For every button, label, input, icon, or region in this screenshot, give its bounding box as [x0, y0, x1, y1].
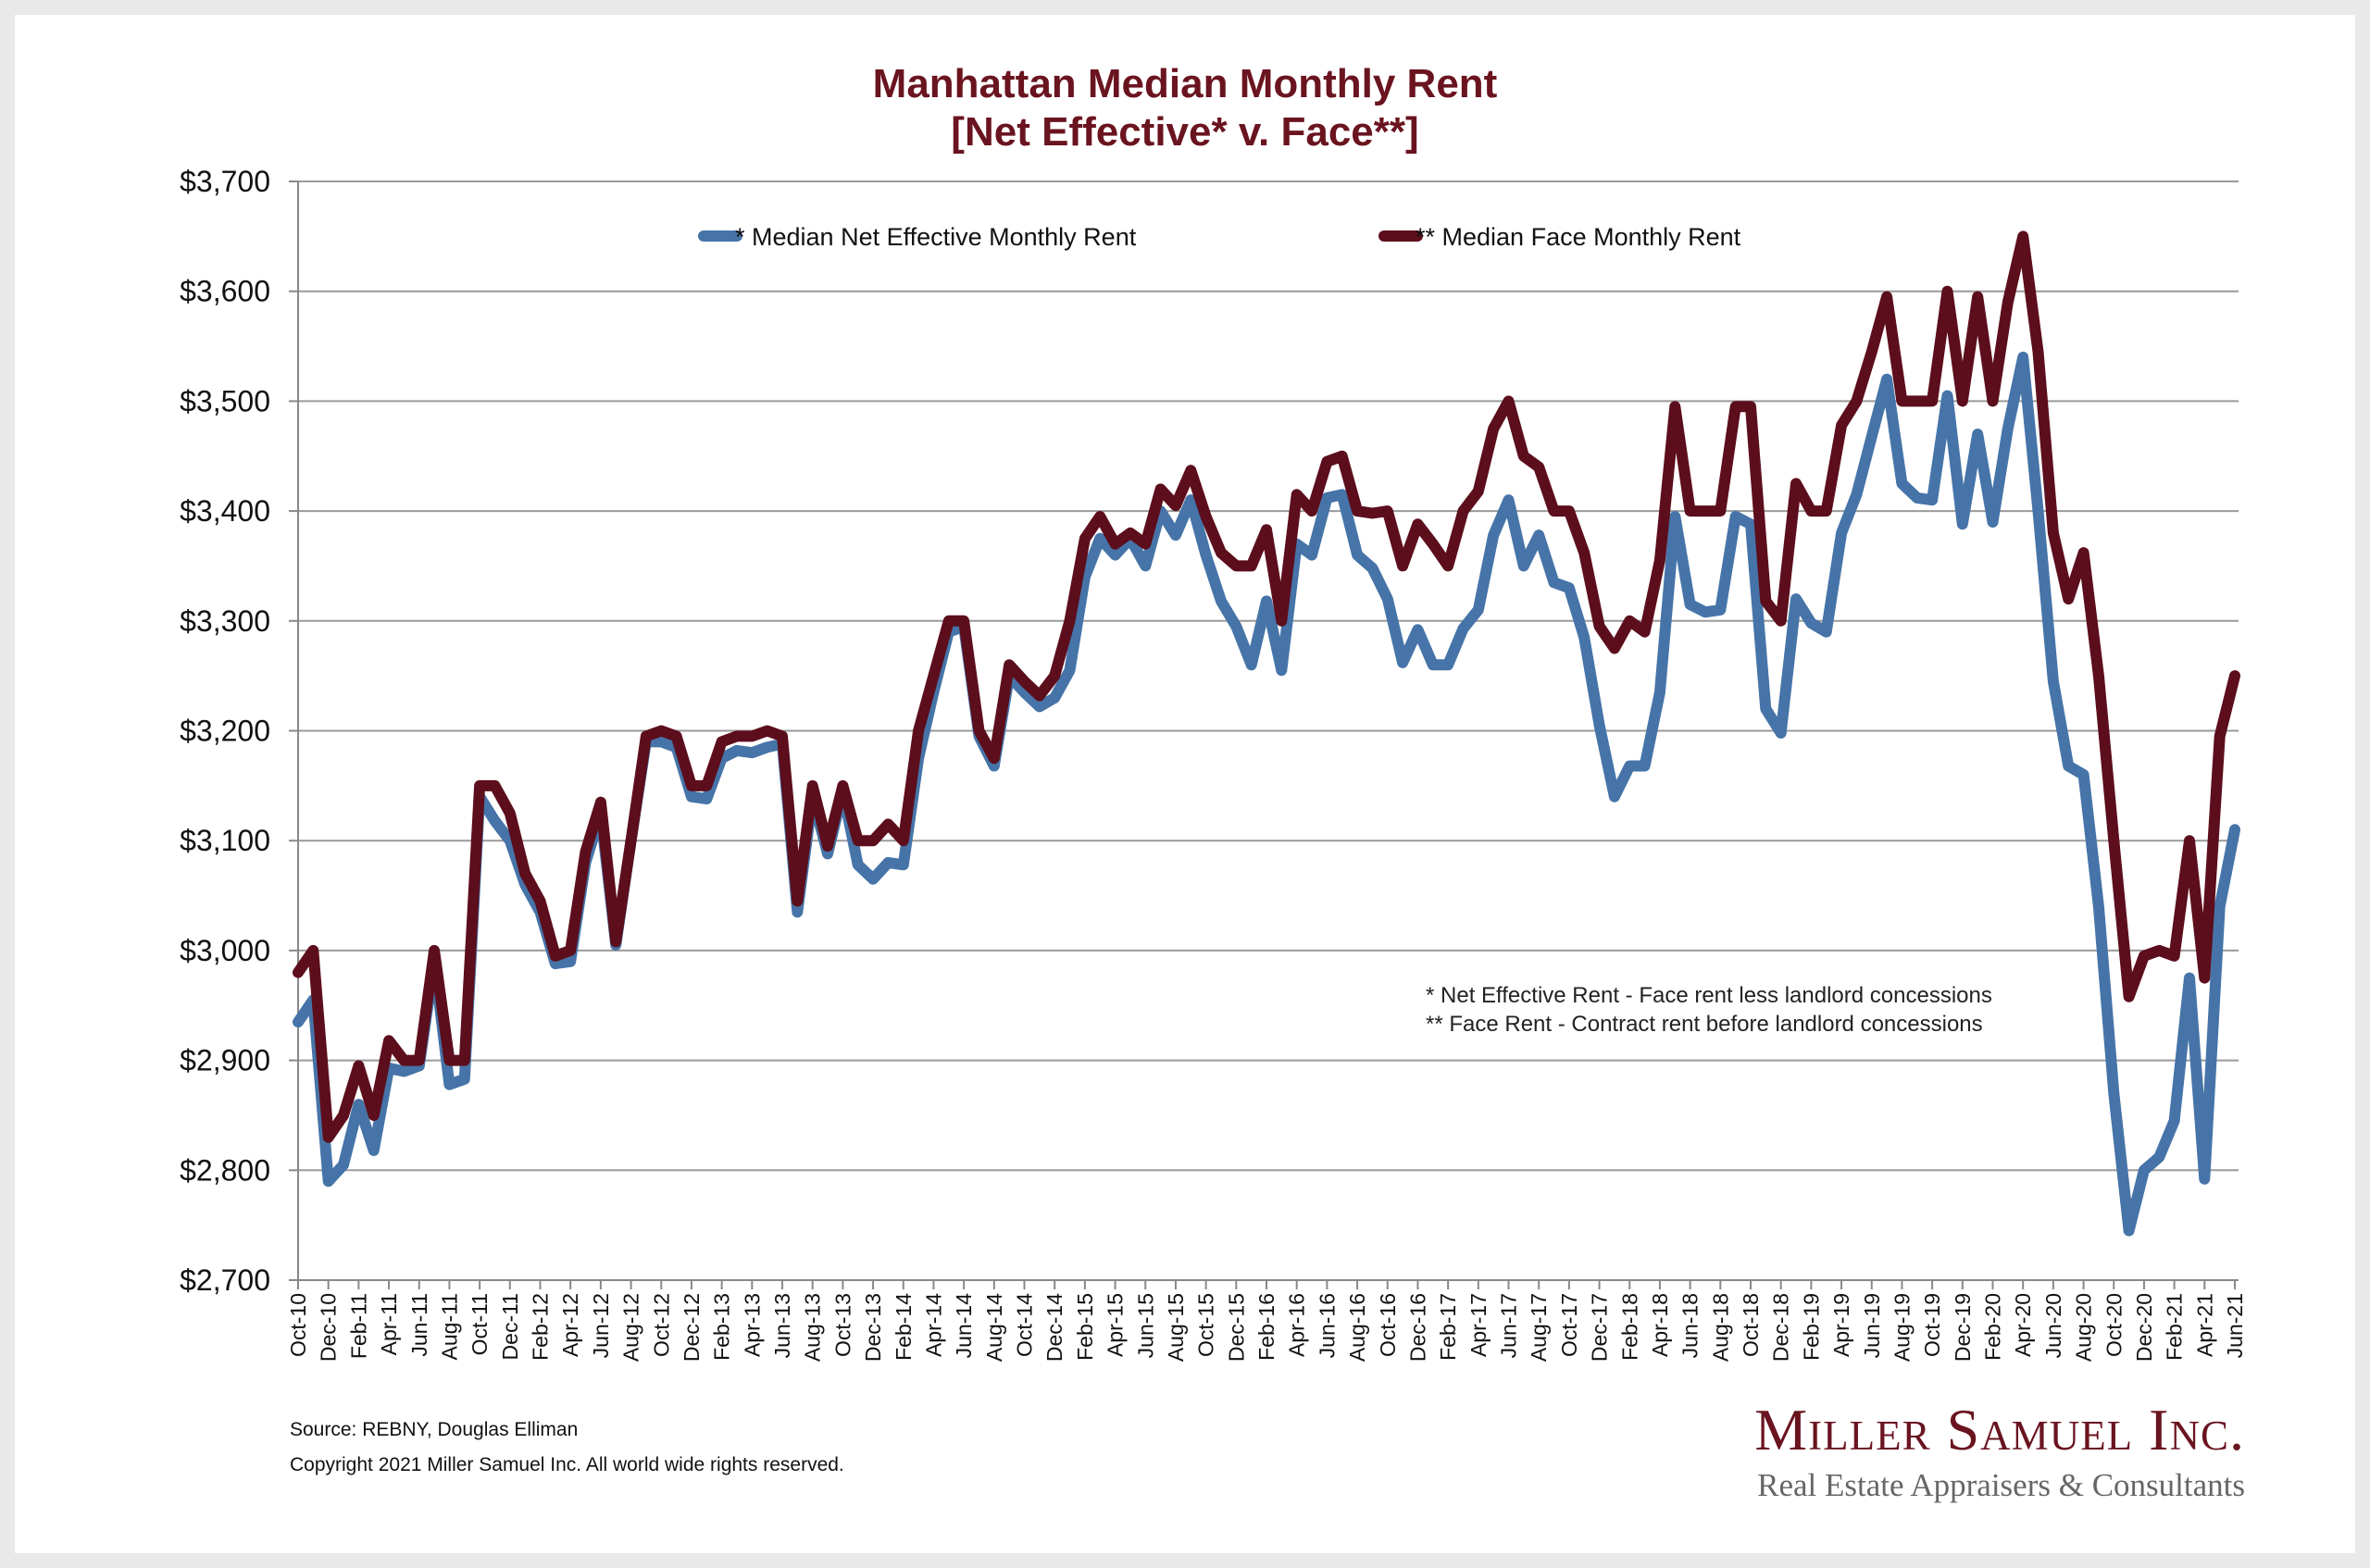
x-tick-label: Oct-14	[1013, 1293, 1037, 1357]
x-tick-label: Jun-19	[1860, 1293, 1884, 1358]
x-tick-label: Dec-11	[498, 1293, 522, 1360]
legend-label: * Median Net Effective Monthly Rent	[735, 223, 1137, 251]
x-tick-label: Oct-20	[2102, 1293, 2126, 1357]
x-tick-label: Apr-14	[921, 1293, 945, 1357]
x-tick-label: Dec-19	[1951, 1293, 1975, 1362]
x-tick-label: Jun-11	[407, 1293, 431, 1357]
x-tick-label: Apr-21	[2192, 1293, 2216, 1357]
x-tick-label: Jun-12	[589, 1293, 613, 1358]
x-tick-label: Feb-11	[346, 1293, 370, 1359]
x-tick-label: Aug-15	[1164, 1293, 1188, 1362]
x-tick-label: Dec-18	[1769, 1293, 1793, 1362]
x-tick-label: Jun-18	[1678, 1293, 1703, 1358]
x-tick-label: Aug-12	[619, 1293, 643, 1362]
company-logo-tagline: Real Estate Appraisers & Consultants	[1757, 1467, 2245, 1503]
y-tick-label: $3,000	[180, 934, 270, 967]
x-tick-label: Dec-13	[861, 1293, 885, 1362]
x-tick-label: Apr-11	[377, 1293, 401, 1355]
x-tick-label: Feb-19	[1799, 1293, 1823, 1361]
x-tick-label: Jun-13	[770, 1293, 794, 1358]
legend-label: ** Median Face Monthly Rent	[1416, 223, 1741, 251]
x-tick-label: Feb-14	[892, 1293, 916, 1361]
x-tick-label: Oct-18	[1739, 1293, 1763, 1357]
x-tick-label: Dec-12	[680, 1293, 704, 1362]
x-tick-label: Feb-20	[1981, 1293, 2005, 1361]
x-tick-label: Aug-19	[1890, 1293, 1914, 1362]
x-tick-label: Aug-20	[2072, 1293, 2096, 1362]
y-tick-label: $3,700	[180, 165, 270, 198]
x-tick-label: Apr-12	[558, 1293, 582, 1357]
y-tick-label: $3,400	[180, 494, 270, 528]
y-tick-label: $3,600	[180, 275, 270, 308]
x-tick-label: Apr-19	[1829, 1293, 1853, 1357]
x-tick-label: Oct-16	[1376, 1293, 1400, 1357]
y-tick-label: $3,300	[180, 604, 270, 638]
chart-title: Manhattan Median Monthly Rent	[872, 61, 1498, 106]
x-tick-label: Dec-17	[1588, 1293, 1612, 1362]
x-tick-label: Dec-16	[1405, 1293, 1429, 1362]
x-tick-label: Apr-15	[1104, 1293, 1128, 1357]
x-tick-label: Feb-18	[1617, 1293, 1641, 1361]
x-tick-label: Dec-15	[1224, 1293, 1248, 1362]
x-tick-label: Oct-10	[286, 1293, 310, 1357]
source-note: Source: REBNY, Douglas Elliman	[290, 1419, 579, 1440]
x-tick-label: Jun-17	[1497, 1293, 1521, 1358]
x-tick-label: Jun-15	[1133, 1293, 1157, 1358]
x-tick-label: Oct-13	[830, 1293, 854, 1357]
y-tick-label: $3,100	[180, 824, 270, 857]
x-tick-label: Dec-20	[2132, 1293, 2156, 1362]
y-tick-label: $2,900	[180, 1044, 270, 1077]
x-tick-label: Aug-13	[801, 1293, 825, 1362]
x-tick-label: Feb-21	[2163, 1293, 2187, 1361]
x-tick-label: Feb-15	[1073, 1293, 1097, 1361]
company-logo-name: Miller Samuel Inc.	[1754, 1397, 2245, 1462]
x-tick-label: Dec-14	[1042, 1293, 1066, 1362]
x-tick-label: Aug-16	[1345, 1293, 1369, 1362]
x-tick-label: Feb-17	[1436, 1293, 1460, 1361]
x-tick-label: Apr-13	[740, 1293, 764, 1357]
x-tick-label: Apr-18	[1648, 1293, 1672, 1357]
x-tick-label: Jun-20	[2041, 1293, 2065, 1358]
x-tick-label: Apr-16	[1285, 1293, 1309, 1357]
x-tick-label: Aug-11	[437, 1293, 461, 1360]
x-tick-label: Feb-16	[1254, 1293, 1279, 1361]
x-tick-label: Apr-20	[2011, 1293, 2035, 1357]
x-tick-label: Oct-19	[1920, 1293, 1944, 1357]
y-tick-label: $2,700	[180, 1263, 270, 1297]
y-tick-label: $2,800	[180, 1153, 270, 1187]
copyright-note: Copyright 2021 Miller Samuel Inc. All wo…	[290, 1454, 844, 1475]
x-tick-label: Oct-17	[1557, 1293, 1581, 1357]
x-tick-label: Jun-16	[1315, 1293, 1339, 1358]
chart-panel	[15, 15, 2355, 1553]
x-tick-label: Oct-15	[1194, 1293, 1218, 1357]
x-tick-label: Feb-13	[710, 1293, 734, 1361]
x-tick-label: Jun-21	[2223, 1293, 2247, 1358]
x-tick-label: Apr-17	[1466, 1293, 1491, 1357]
x-tick-label: Aug-18	[1708, 1293, 1732, 1362]
x-tick-label: Dec-10	[317, 1293, 341, 1362]
x-tick-label: Oct-11	[468, 1293, 492, 1355]
annotation-net-effective: * Net Effective Rent - Face rent less la…	[1426, 983, 1992, 1008]
x-tick-label: Aug-14	[982, 1293, 1006, 1362]
series-face-line	[293, 230, 2240, 1143]
chart-subtitle: [Net Effective* v. Face**]	[951, 109, 1419, 155]
x-tick-label: Oct-12	[649, 1293, 673, 1357]
series-net-effective-line	[293, 351, 2240, 1237]
x-tick-label: Aug-17	[1527, 1293, 1551, 1362]
y-tick-label: $3,500	[180, 384, 270, 417]
annotation-face: ** Face Rent - Contract rent before land…	[1426, 1012, 1983, 1037]
x-tick-label: Feb-12	[529, 1293, 553, 1361]
y-tick-label: $3,200	[180, 715, 270, 748]
x-tick-label: Jun-14	[952, 1293, 976, 1359]
